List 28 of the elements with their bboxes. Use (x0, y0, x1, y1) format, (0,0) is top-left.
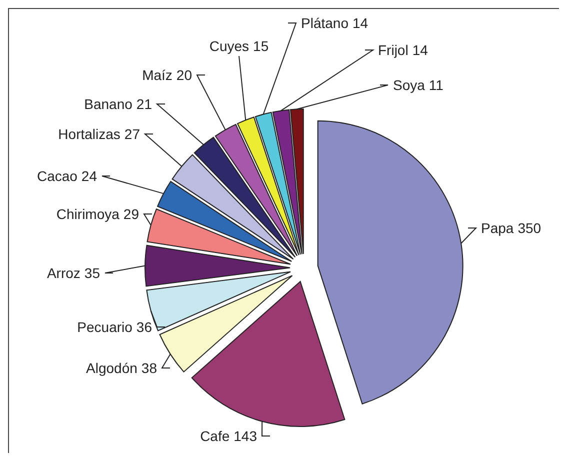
data-label: 38 (141, 360, 158, 376)
data-label: 14 (412, 42, 428, 58)
slice-label: Soya (393, 77, 426, 93)
slice-label: Papa (481, 220, 514, 236)
slice-label: Cuyes (209, 38, 250, 54)
slice-label: Maíz (142, 67, 172, 83)
data-label: 15 (253, 38, 269, 54)
data-label: 143 (234, 428, 258, 444)
slice-label: Cafe (200, 428, 230, 444)
slice-label: Pecuario (77, 319, 133, 335)
slice-label: Chirimoya (56, 206, 120, 222)
data-label: 27 (124, 126, 140, 142)
data-label: 29 (123, 206, 140, 222)
slice-label: Plátano (301, 15, 349, 31)
data-label: 20 (176, 67, 192, 83)
slice-label: Cacao (36, 168, 78, 184)
slice-label: Arroz (46, 265, 80, 281)
data-label: 35 (84, 265, 100, 281)
data-label: 36 (136, 319, 152, 335)
slice-label: Hortalizas (58, 126, 120, 142)
data-label: 11 (428, 77, 444, 93)
data-label: 14 (352, 15, 368, 31)
data-label: 350 (518, 220, 542, 236)
slice-label: Frijol (378, 42, 408, 58)
slice-label: Algodón (86, 360, 138, 376)
slice-label: Banano (84, 96, 133, 112)
data-label: 21 (136, 96, 152, 112)
data-label: 24 (81, 168, 98, 184)
